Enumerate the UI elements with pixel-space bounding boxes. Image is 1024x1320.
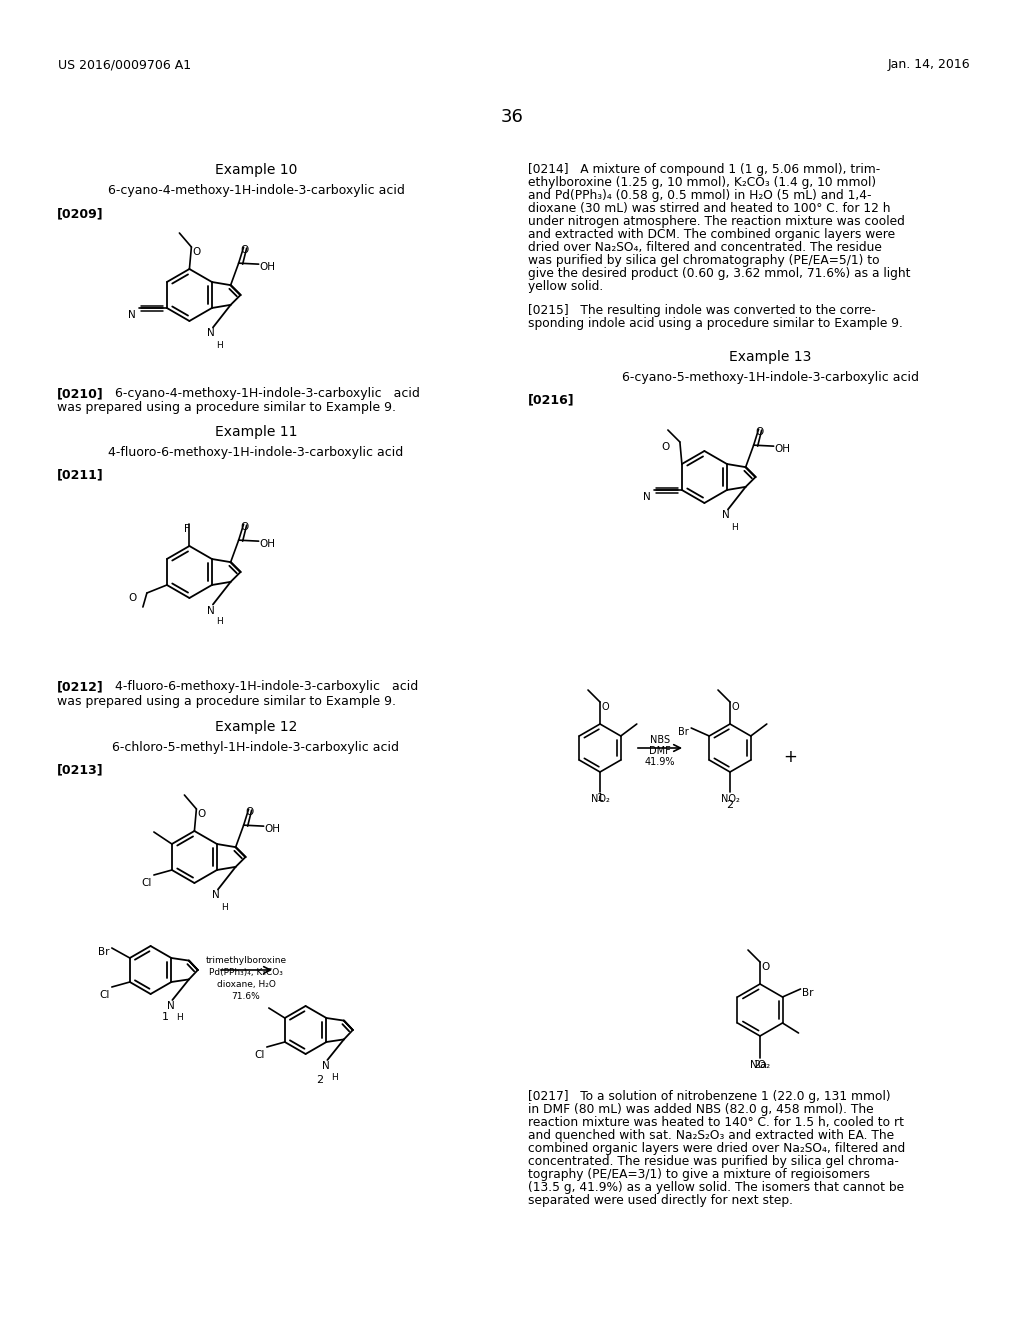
Text: N: N <box>322 1061 330 1071</box>
Text: H: H <box>176 1012 182 1022</box>
Text: combined organic layers were dried over Na₂SO₄, filtered and: combined organic layers were dried over … <box>528 1142 905 1155</box>
Text: 71.6%: 71.6% <box>231 993 260 1001</box>
Text: under nitrogen atmosphere. The reaction mixture was cooled: under nitrogen atmosphere. The reaction … <box>528 215 905 228</box>
Text: O: O <box>731 702 738 711</box>
Text: N: N <box>128 310 136 319</box>
Text: O: O <box>662 442 670 451</box>
Text: dioxane (30 mL) was stirred and heated to 100° C. for 12 h: dioxane (30 mL) was stirred and heated t… <box>528 202 891 215</box>
Text: US 2016/0009706 A1: US 2016/0009706 A1 <box>58 58 191 71</box>
Text: Br: Br <box>98 946 110 957</box>
Text: O: O <box>241 523 249 532</box>
Text: 4-fluoro-6-methoxy-1H-indole-3-carboxylic acid: 4-fluoro-6-methoxy-1H-indole-3-carboxyli… <box>109 446 403 459</box>
Text: Jan. 14, 2016: Jan. 14, 2016 <box>888 58 970 71</box>
Text: NO₂: NO₂ <box>591 795 609 804</box>
Text: O: O <box>756 428 764 437</box>
Text: H: H <box>216 341 223 350</box>
Text: N: N <box>207 606 215 615</box>
Text: OH: OH <box>260 539 275 549</box>
Text: Example 10: Example 10 <box>215 162 297 177</box>
Text: NO₂: NO₂ <box>750 1060 770 1071</box>
Text: (13.5 g, 41.9%) as a yellow solid. The isomers that cannot be: (13.5 g, 41.9%) as a yellow solid. The i… <box>528 1181 904 1195</box>
Text: Example 11: Example 11 <box>215 425 297 440</box>
Text: [0216]: [0216] <box>528 393 574 407</box>
Text: 6-cyano-4-methoxy-1H-indole-3-carboxylic acid: 6-cyano-4-methoxy-1H-indole-3-carboxylic… <box>108 183 404 197</box>
Text: ethylboroxine (1.25 g, 10 mmol), K₂CO₃ (1.4 g, 10 mmol): ethylboroxine (1.25 g, 10 mmol), K₂CO₃ (… <box>528 176 877 189</box>
Text: H: H <box>216 618 223 627</box>
Text: sponding indole acid using a procedure similar to Example 9.: sponding indole acid using a procedure s… <box>528 317 903 330</box>
Text: Cl: Cl <box>254 1049 265 1060</box>
Text: H: H <box>221 903 228 912</box>
Text: O: O <box>246 807 254 817</box>
Text: Example 12: Example 12 <box>215 719 297 734</box>
Text: N: N <box>207 329 215 338</box>
Text: give the desired product (0.60 g, 3.62 mmol, 71.6%) as a light: give the desired product (0.60 g, 3.62 m… <box>528 267 910 280</box>
Text: H: H <box>331 1073 338 1082</box>
Text: N: N <box>722 511 730 520</box>
Text: concentrated. The residue was purified by silica gel chroma-: concentrated. The residue was purified b… <box>528 1155 899 1168</box>
Text: [0212]: [0212] <box>57 680 103 693</box>
Text: N: N <box>167 1001 174 1011</box>
Text: 2: 2 <box>726 800 733 810</box>
Text: H: H <box>731 523 738 532</box>
Text: 36: 36 <box>501 108 523 125</box>
Text: 6-cyano-5-methoxy-1H-indole-3-carboxylic acid: 6-cyano-5-methoxy-1H-indole-3-carboxylic… <box>622 371 919 384</box>
Text: 2a: 2a <box>753 1060 767 1071</box>
Text: in DMF (80 mL) was added NBS (82.0 g, 458 mmol). The: in DMF (80 mL) was added NBS (82.0 g, 45… <box>528 1104 873 1115</box>
Text: [0213]: [0213] <box>57 763 103 776</box>
Text: Br: Br <box>679 727 689 737</box>
Text: OH: OH <box>774 444 791 454</box>
Text: +: + <box>783 748 797 766</box>
Text: O: O <box>129 593 137 603</box>
Text: O: O <box>761 962 769 972</box>
Text: Example 13: Example 13 <box>729 350 811 364</box>
Text: Cl: Cl <box>141 878 152 888</box>
Text: 6-cyano-4-methoxy-1H-indole-3-carboxylic   acid: 6-cyano-4-methoxy-1H-indole-3-carboxylic… <box>115 387 420 400</box>
Text: 4-fluoro-6-methoxy-1H-indole-3-carboxylic   acid: 4-fluoro-6-methoxy-1H-indole-3-carboxyli… <box>115 680 418 693</box>
Text: [0209]: [0209] <box>57 207 103 220</box>
Text: [0210]: [0210] <box>57 387 103 400</box>
Text: 41.9%: 41.9% <box>645 756 675 767</box>
Text: OH: OH <box>264 824 281 834</box>
Text: and quenched with sat. Na₂S₂O₃ and extracted with EA. The: and quenched with sat. Na₂S₂O₃ and extra… <box>528 1129 894 1142</box>
Text: dioxane, H₂O: dioxane, H₂O <box>216 979 275 989</box>
Text: Br: Br <box>802 987 813 998</box>
Text: 6-chloro-5-methyl-1H-indole-3-carboxylic acid: 6-chloro-5-methyl-1H-indole-3-carboxylic… <box>113 741 399 754</box>
Text: was prepared using a procedure similar to Example 9.: was prepared using a procedure similar t… <box>57 696 396 708</box>
Text: yellow solid.: yellow solid. <box>528 280 603 293</box>
Text: DMF: DMF <box>649 746 671 756</box>
Text: and Pd(PPh₃)₄ (0.58 g, 0.5 mmol) in H₂O (5 mL) and 1,4-: and Pd(PPh₃)₄ (0.58 g, 0.5 mmol) in H₂O … <box>528 189 871 202</box>
Text: 1: 1 <box>162 1012 169 1022</box>
Text: NO₂: NO₂ <box>721 795 739 804</box>
Text: O: O <box>198 809 206 818</box>
Text: trimethylboroxine: trimethylboroxine <box>206 956 287 965</box>
Text: F: F <box>184 524 190 535</box>
Text: N: N <box>643 492 651 502</box>
Text: [0211]: [0211] <box>57 469 103 480</box>
Text: was purified by silica gel chromatography (PE/EA=5/1) to: was purified by silica gel chromatograph… <box>528 253 880 267</box>
Text: O: O <box>601 702 608 711</box>
Text: O: O <box>241 246 249 255</box>
Text: [0214]   A mixture of compound 1 (1 g, 5.06 mmol), trim-: [0214] A mixture of compound 1 (1 g, 5.0… <box>528 162 881 176</box>
Text: OH: OH <box>260 263 275 272</box>
Text: tography (PE/EA=3/1) to give a mixture of regioisomers: tography (PE/EA=3/1) to give a mixture o… <box>528 1168 870 1181</box>
Text: Pd(PPh₃)₄, K₂CO₃: Pd(PPh₃)₄, K₂CO₃ <box>209 968 283 977</box>
Text: N: N <box>212 891 220 900</box>
Text: NBS: NBS <box>650 735 670 744</box>
Text: [0217]   To a solution of nitrobenzene 1 (22.0 g, 131 mmol): [0217] To a solution of nitrobenzene 1 (… <box>528 1090 891 1104</box>
Text: 1: 1 <box>597 793 603 803</box>
Text: Cl: Cl <box>99 990 110 1001</box>
Text: and extracted with DCM. The combined organic layers were: and extracted with DCM. The combined org… <box>528 228 895 242</box>
Text: separated were used directly for next step.: separated were used directly for next st… <box>528 1195 793 1206</box>
Text: [0215]   The resulting indole was converted to the corre-: [0215] The resulting indole was converte… <box>528 304 876 317</box>
Text: reaction mixture was heated to 140° C. for 1.5 h, cooled to rt: reaction mixture was heated to 140° C. f… <box>528 1115 904 1129</box>
Text: O: O <box>193 247 201 257</box>
Text: dried over Na₂SO₄, filtered and concentrated. The residue: dried over Na₂SO₄, filtered and concentr… <box>528 242 882 253</box>
Text: was prepared using a procedure similar to Example 9.: was prepared using a procedure similar t… <box>57 401 396 414</box>
Text: 2: 2 <box>316 1074 324 1085</box>
